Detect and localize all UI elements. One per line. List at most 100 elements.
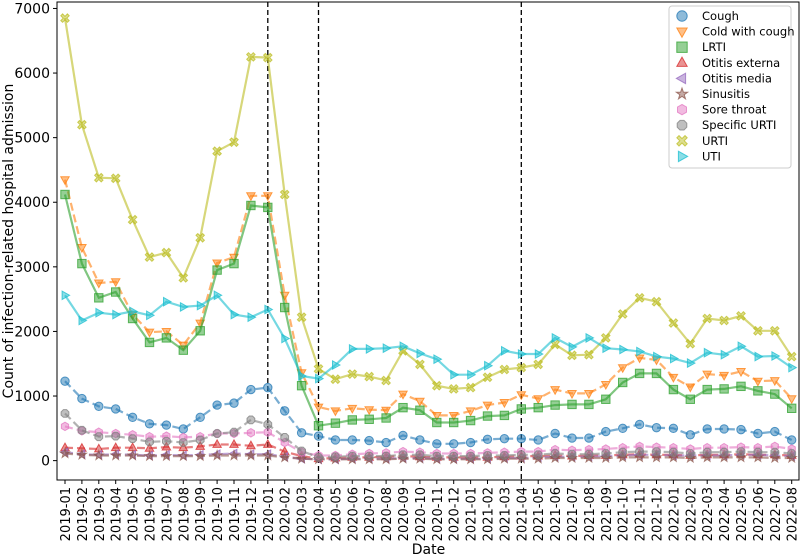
x-tick-label: 2021-01: [465, 487, 480, 541]
legend-marker-cough: [676, 10, 688, 22]
data-point: [585, 332, 595, 343]
data-point: [210, 449, 224, 461]
data-point: [279, 189, 290, 200]
data-point: [668, 318, 679, 328]
data-point: [347, 404, 358, 414]
data-point: [533, 435, 543, 445]
data-point: [736, 447, 746, 456]
data-point: [668, 384, 679, 395]
series-uti: [61, 290, 798, 384]
data-point: [550, 339, 561, 350]
data-point: [751, 451, 764, 463]
data-point: [179, 301, 189, 312]
data-point: [753, 428, 763, 439]
data-point: [195, 412, 205, 423]
series-line-specific-urti: [64, 412, 792, 459]
y-tick-label: 4000: [14, 195, 50, 211]
data-point: [669, 447, 678, 457]
data-point: [60, 421, 70, 432]
x-tick-label: 2020-07: [363, 487, 378, 541]
data-point: [195, 326, 205, 336]
data-point: [60, 189, 70, 200]
x-tick-label: 2020-01: [262, 487, 277, 541]
y-tick-label: 7000: [14, 1, 50, 17]
data-point: [516, 450, 526, 460]
x-tick-label: 2021-10: [617, 487, 632, 541]
data-point: [652, 447, 661, 456]
series-line-uti: [64, 293, 793, 380]
legend-label-specific-urti: Specific URTI: [702, 118, 776, 132]
data-point: [651, 296, 662, 307]
data-point: [720, 349, 730, 360]
data-point: [110, 173, 121, 184]
x-tick-label: 2019-06: [144, 487, 159, 541]
y-tick-label: 2000: [14, 324, 50, 340]
x-tick-label: 2019-10: [211, 487, 226, 541]
data-point: [347, 435, 357, 445]
data-point: [414, 397, 425, 407]
data-point: [78, 315, 88, 326]
data-point: [566, 390, 578, 400]
data-point: [415, 435, 425, 445]
data-point: [245, 440, 256, 450]
data-point: [432, 439, 442, 449]
legend-marker-otitis-media: [675, 72, 687, 85]
data-point: [347, 415, 358, 425]
data-point: [109, 449, 122, 461]
data-point: [127, 214, 138, 225]
data-point: [685, 430, 695, 440]
data-point: [703, 347, 713, 358]
data-point: [398, 430, 408, 441]
data-point: [770, 447, 780, 457]
data-point: [347, 369, 358, 380]
data-point: [212, 400, 222, 410]
data-point: [76, 244, 87, 254]
data-point: [650, 451, 663, 463]
data-point: [60, 409, 70, 418]
x-tick-label: 2019-07: [160, 487, 175, 541]
data-point: [770, 389, 780, 399]
x-tick-label: 2022-05: [735, 487, 750, 541]
x-axis-label: Date: [412, 542, 445, 557]
data-point: [195, 435, 205, 445]
legend-marker-uti: [677, 150, 689, 163]
data-point: [567, 350, 577, 361]
data-point: [449, 439, 459, 449]
data-point: [550, 449, 560, 458]
data-point: [245, 192, 256, 202]
x-tick-label: 2020-09: [397, 487, 412, 541]
data-point: [364, 406, 375, 416]
data-point: [634, 354, 645, 364]
data-point: [467, 369, 477, 380]
data-point: [111, 431, 121, 441]
data-point: [161, 247, 172, 258]
x-tick-label: 2022-01: [667, 487, 682, 541]
data-point: [313, 421, 324, 431]
data-point: [298, 370, 308, 382]
data-point: [568, 341, 578, 352]
data-point: [719, 315, 730, 326]
data-point: [129, 306, 139, 317]
data-point: [499, 433, 510, 444]
data-point: [178, 438, 188, 447]
data-point: [719, 447, 729, 457]
data-point: [602, 343, 612, 354]
legend-label-lrti: LRTI: [702, 40, 726, 54]
y-axis-label: Count of infection-related hospital admi…: [1, 84, 17, 399]
data-point: [162, 436, 171, 446]
data-point: [702, 424, 712, 434]
x-tick-label: 2022-04: [718, 487, 733, 541]
data-point: [263, 427, 272, 437]
data-point: [415, 450, 425, 460]
data-point: [58, 447, 72, 459]
series-specific-urti: [60, 409, 797, 462]
data-point: [246, 428, 255, 438]
legend-label-sore-throat: Sore throat: [702, 103, 767, 117]
data-point: [533, 450, 543, 460]
data-point: [465, 415, 476, 426]
data-point: [702, 447, 712, 457]
data-point: [754, 351, 764, 362]
data-point: [465, 382, 476, 393]
x-tick-label: 2022-02: [684, 487, 699, 541]
